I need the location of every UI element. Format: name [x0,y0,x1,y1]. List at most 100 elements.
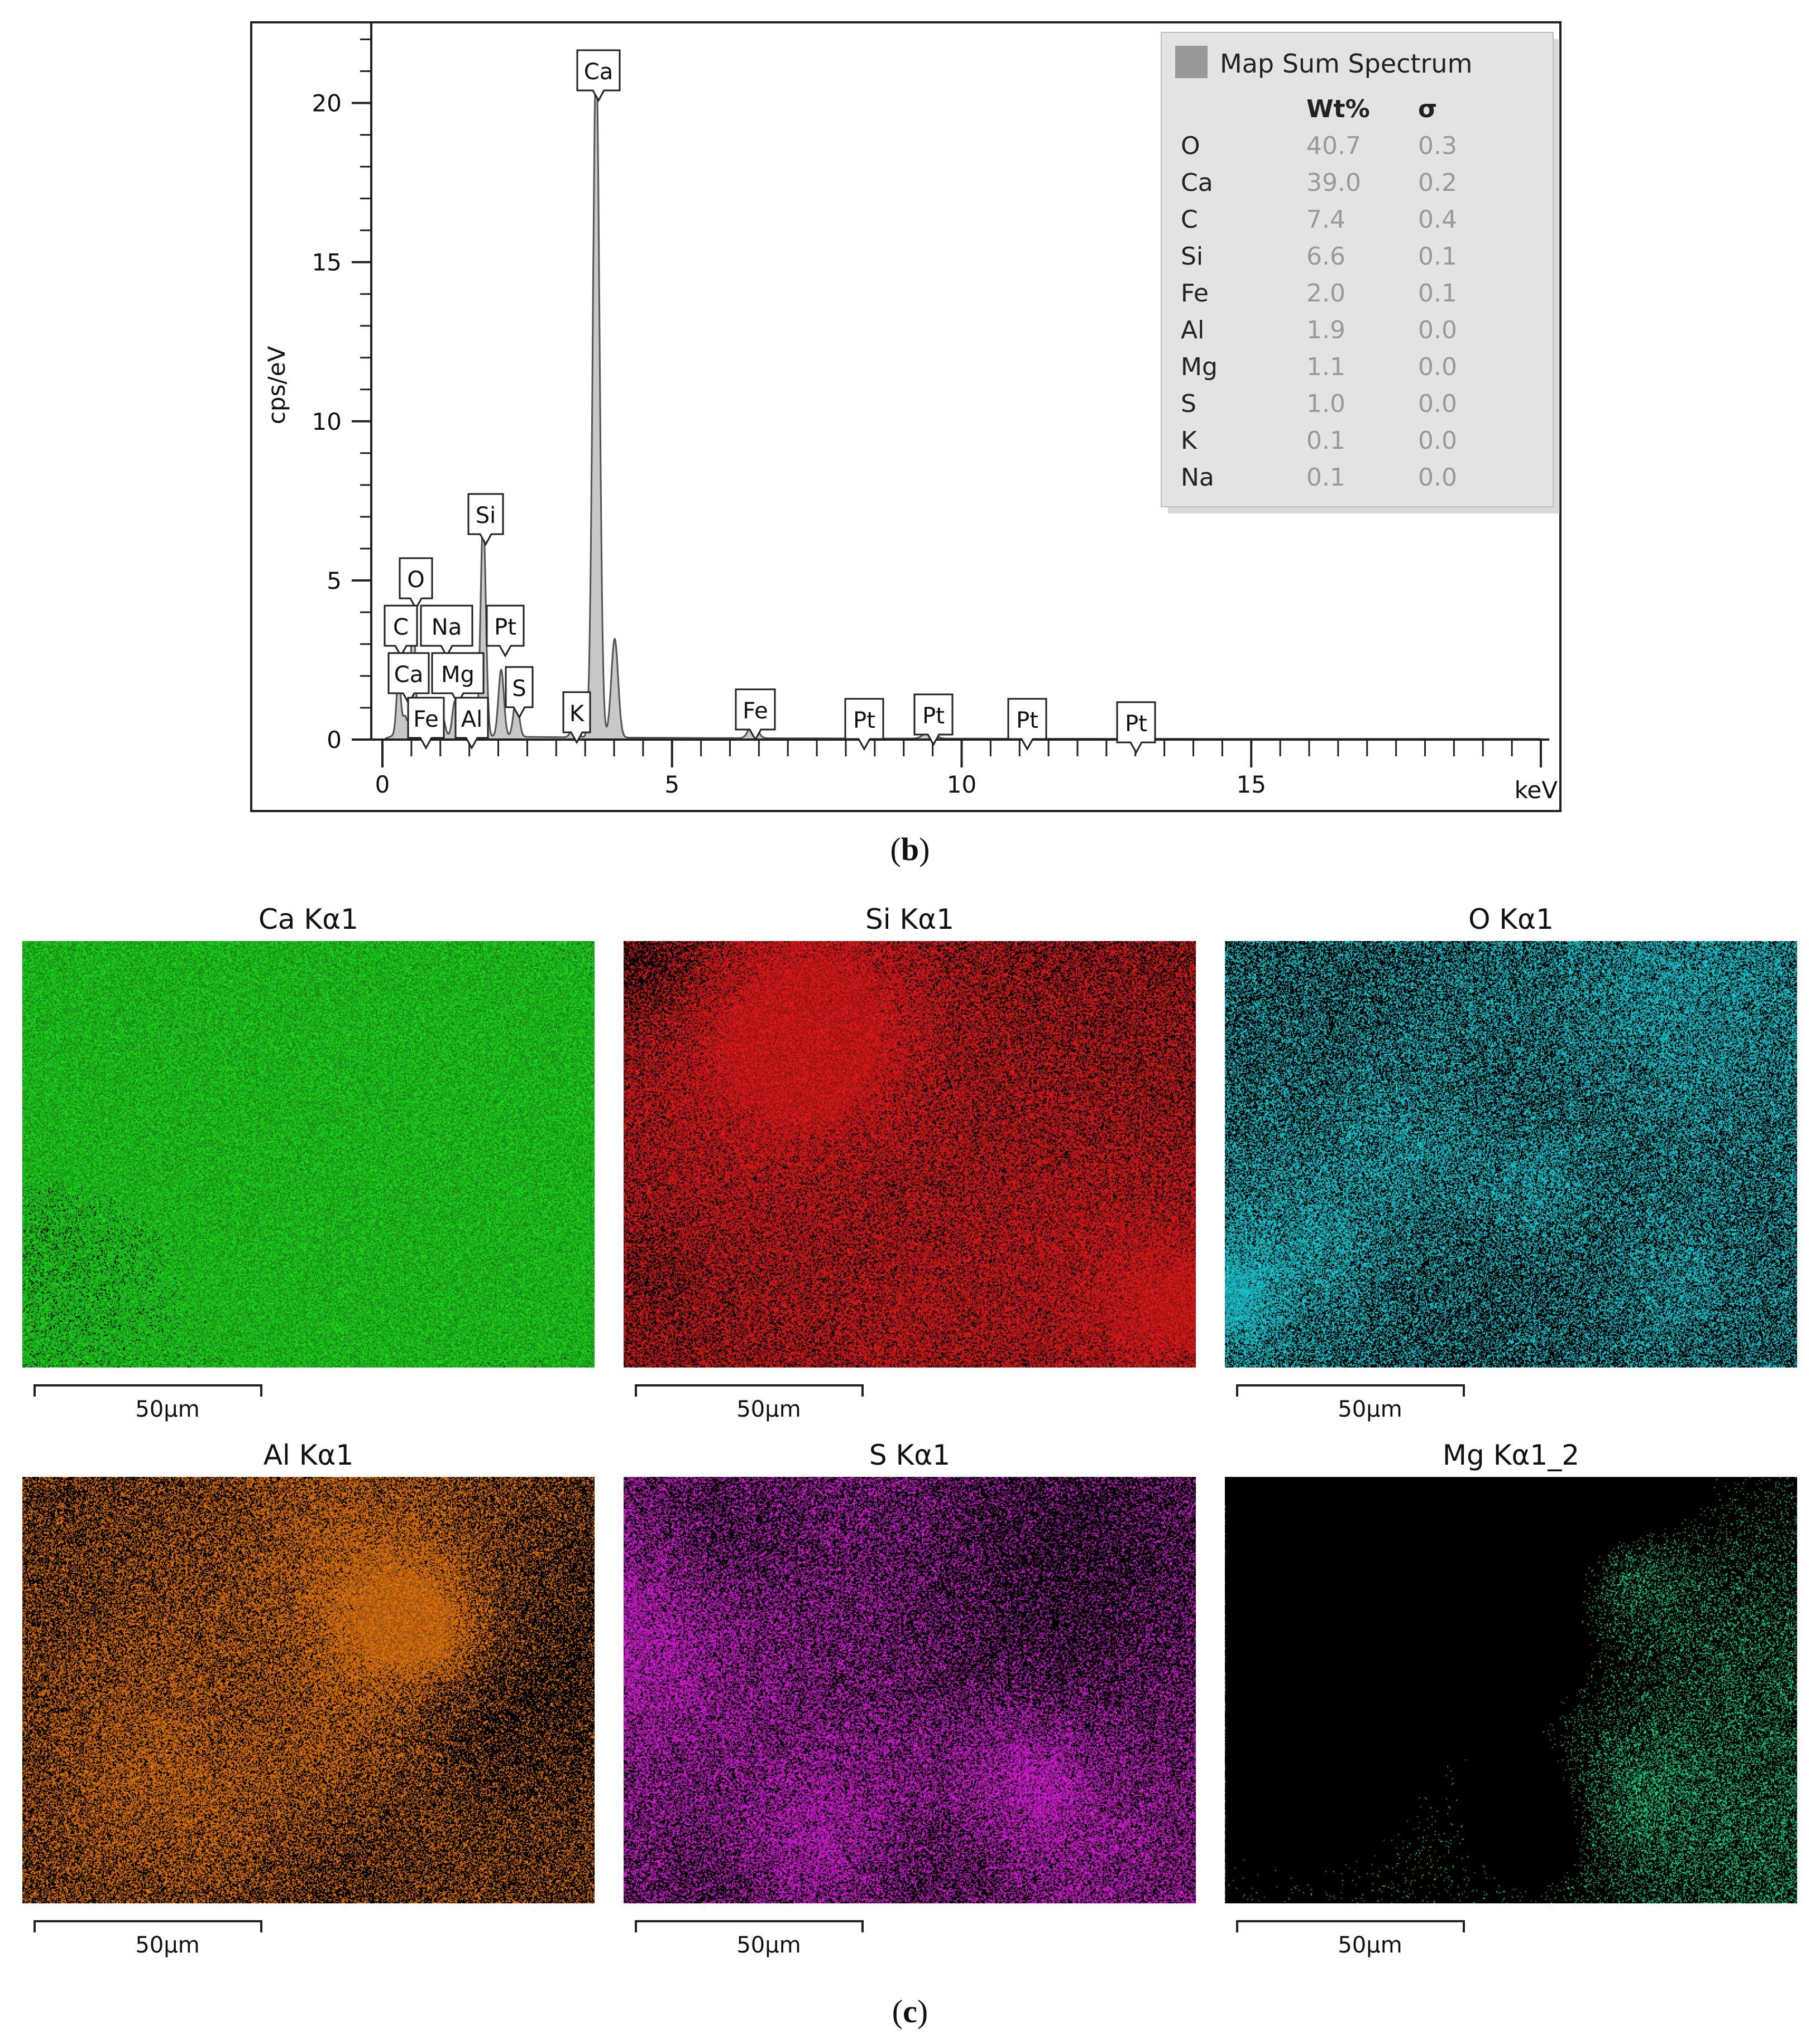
svg-text:0.1: 0.1 [1418,242,1457,271]
peak-label: C [384,604,418,658]
svg-text:0.1: 0.1 [1418,279,1457,308]
svg-text:Fe: Fe [413,707,438,732]
svg-text:7.4: 7.4 [1306,205,1345,234]
svg-text:2.0: 2.0 [1306,279,1345,308]
map-title: Al Kα1 [263,1439,354,1471]
svg-text:0.1: 0.1 [1306,463,1345,492]
x-tick-label: 10 [947,771,976,798]
map-title: Ca Kα1 [258,903,358,935]
legend-row: S 1.0 0.0 [1181,390,1457,418]
peak-label: Pt [913,693,954,747]
legend-row: C 7.4 0.4 [1181,205,1457,234]
peak-label: S [505,666,534,719]
peak-label: Al [454,697,489,750]
peak-label: Pt [1116,701,1156,755]
svg-text:0.0: 0.0 [1418,353,1457,381]
legend-row: Al 1.9 0.0 [1181,316,1457,344]
svg-text:Na: Na [1181,463,1214,492]
svg-text:40.7: 40.7 [1306,132,1361,160]
scale-bar [1236,1384,1465,1397]
svg-text:0.1: 0.1 [1306,426,1345,455]
scale-bar [635,1384,864,1397]
peak-label: Na [420,604,473,658]
element-map [624,941,1196,1368]
peak-label: Fe [735,688,776,742]
legend: Map Sum Spectrum Wt% σ O 40.7 0.3 Ca 39.0 0.2… [1161,32,1560,514]
svg-text:Al: Al [461,707,482,732]
svg-text:1.9: 1.9 [1306,316,1345,344]
caption-b-letter: b [901,831,919,867]
legend-header-wt: Wt% [1306,95,1370,123]
scale-label: 50µm [135,1397,200,1422]
svg-text:6.6: 6.6 [1306,242,1345,271]
map-title: S Kα1 [869,1439,951,1471]
svg-text:S: S [1181,390,1196,418]
y-tick-label: 10 [312,408,342,435]
svg-text:Ca: Ca [394,662,423,688]
svg-text:Si: Si [1181,242,1203,271]
legend-row: Na 0.1 0.0 [1181,463,1457,492]
scale-label: 50µm [135,1932,200,1958]
svg-text:Si: Si [476,503,496,529]
scale-bar [33,1384,262,1397]
svg-text:39.0: 39.0 [1306,169,1361,197]
x-tick-label: 5 [664,771,679,798]
svg-text:Ca: Ca [584,59,613,85]
element-map [22,941,595,1368]
svg-text:Pt: Pt [922,703,945,729]
element-map [624,1477,1196,1903]
scale-bar [635,1920,864,1932]
legend-title: Map Sum Spectrum [1220,49,1472,79]
peak-label: K [562,691,591,745]
svg-text:0.2: 0.2 [1418,169,1457,197]
map-title: O Kα1 [1468,903,1554,935]
svg-text:O: O [1181,132,1200,160]
legend-swatch [1175,46,1208,78]
scale-label: 50µm [1338,1397,1402,1422]
y-tick-label: 15 [312,249,342,276]
svg-text:O: O [407,567,424,593]
x-axis-unit-label: keV [1515,776,1558,804]
svg-text:C: C [1181,205,1198,234]
x-tick-label: 15 [1237,771,1266,798]
svg-text:1.0: 1.0 [1306,390,1345,418]
legend-row: Si 6.6 0.1 [1181,242,1457,271]
legend-row: O 40.7 0.3 [1181,132,1457,160]
svg-text:Fe: Fe [1181,279,1209,308]
scale-label: 50µm [736,1397,801,1422]
caption-b: (b) [890,831,930,867]
svg-text:Al: Al [1181,316,1204,344]
legend-header-sigma: σ [1418,95,1437,123]
legend-row: K 0.1 0.0 [1181,426,1457,455]
scale-label: 50µm [1338,1932,1402,1958]
scale-bar [1236,1920,1465,1932]
scale-bar [33,1920,262,1932]
svg-text:Pt: Pt [494,615,516,640]
element-map [1225,941,1797,1368]
svg-text:Mg: Mg [441,662,475,688]
x-tick-label: 0 [375,771,390,798]
y-tick-label: 5 [327,567,342,594]
scale-label: 50µm [736,1932,801,1958]
peak-label: O [399,557,433,611]
peak-label: Pt [486,604,525,658]
svg-text:0.0: 0.0 [1418,463,1457,492]
svg-text:S: S [512,676,526,702]
map-title: Si Kα1 [865,903,955,935]
legend-box [1161,32,1554,507]
element-map [1225,1477,1797,1903]
svg-text:C: C [393,615,409,640]
svg-text:Fe: Fe [743,698,768,724]
svg-text:0.0: 0.0 [1418,316,1457,344]
legend-row: Ca 39.0 0.2 [1181,169,1457,197]
svg-text:0.0: 0.0 [1418,426,1457,455]
peak-label: Ca [576,49,621,103]
svg-text:0.0: 0.0 [1418,390,1457,418]
svg-text:Pt: Pt [853,708,875,733]
svg-text:K: K [1181,426,1198,455]
y-tick-label: 20 [312,90,342,117]
svg-text:Pt: Pt [1016,708,1038,733]
legend-row: Fe 2.0 0.1 [1181,279,1457,308]
svg-text:Pt: Pt [1125,711,1147,737]
y-axis-label: cps/eV [263,346,290,425]
